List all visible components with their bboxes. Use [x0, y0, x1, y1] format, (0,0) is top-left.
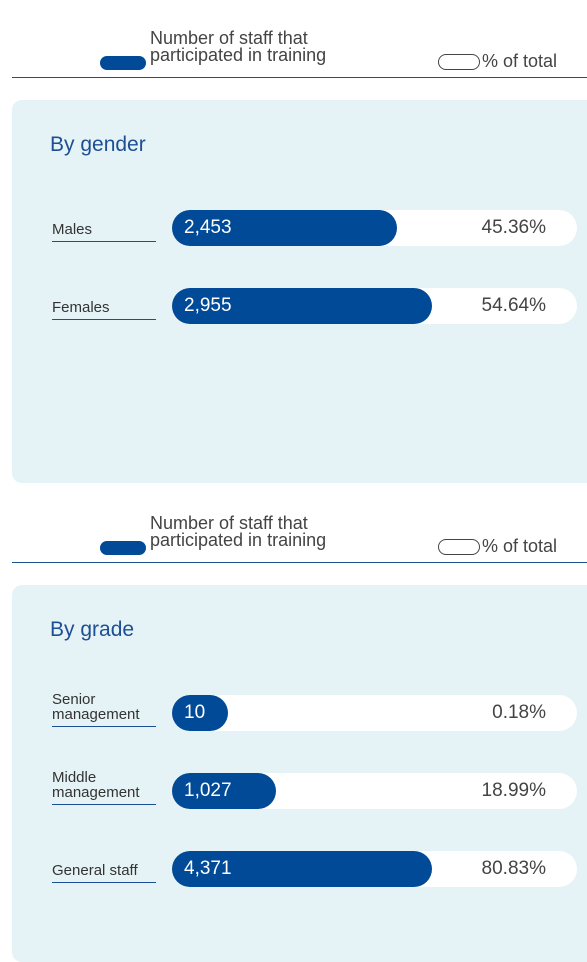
category-label: General staff — [52, 863, 156, 883]
bar — [172, 210, 398, 246]
percent-label: 0.18% — [492, 702, 546, 723]
legend-swatch — [438, 539, 480, 555]
legend-label: % of total — [482, 51, 558, 71]
value-label: 2,955 — [184, 295, 232, 316]
value-label: 1,027 — [184, 780, 232, 801]
bar — [172, 288, 432, 324]
category-label: Females — [52, 300, 156, 320]
value-label: 10 — [184, 702, 206, 723]
legend-label: % of total — [482, 536, 558, 556]
section-title: By grade — [50, 618, 135, 641]
bar — [172, 695, 229, 731]
value-label: 2,453 — [184, 217, 232, 238]
percent-label: 54.64% — [481, 295, 546, 316]
legend-label: Number of staff that participated in tra… — [150, 28, 327, 65]
bar-track — [172, 695, 577, 731]
divider — [12, 562, 587, 563]
legend-swatch — [100, 56, 146, 70]
bar — [172, 851, 432, 887]
category-label: Senior management — [52, 692, 156, 727]
category-label: Males — [52, 222, 156, 242]
legend-swatch — [100, 541, 146, 555]
bar — [172, 773, 276, 809]
legend-swatch — [438, 54, 480, 70]
legend-label: Number of staff that participated in tra… — [150, 513, 327, 550]
percent-label: 80.83% — [481, 858, 546, 879]
percent-label: 18.99% — [481, 780, 546, 801]
category-label: Middle management — [52, 770, 156, 805]
percent-label: 45.36% — [481, 217, 546, 238]
section-title: By gender — [50, 133, 146, 156]
value-label: 4,371 — [184, 858, 232, 879]
divider — [12, 77, 587, 78]
